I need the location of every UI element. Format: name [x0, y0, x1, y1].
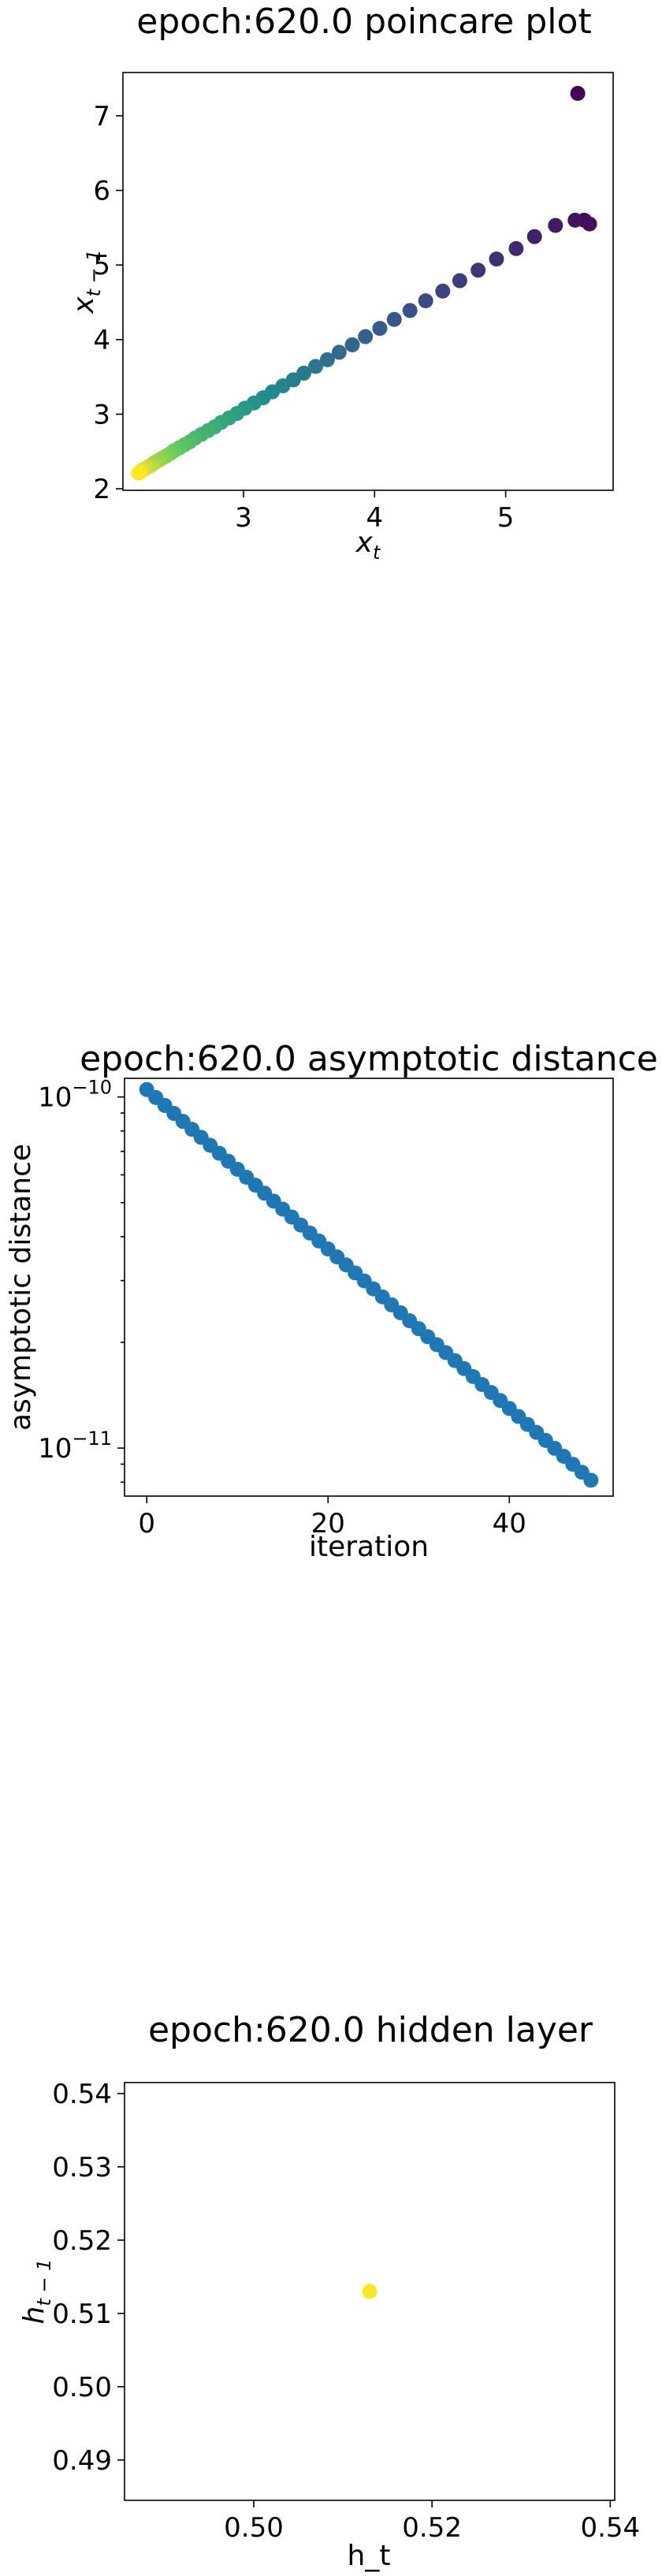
- data-point: [131, 465, 147, 481]
- y-tick-label: 0.54: [52, 2079, 112, 2110]
- y-axis-label: xt − 1: [68, 249, 105, 314]
- data-point: [372, 321, 388, 337]
- x-tick-label: 0.54: [580, 2512, 640, 2544]
- data-point: [362, 2284, 377, 2299]
- chart-title: epoch:620.0 poincare plot: [136, 2, 591, 42]
- y-tick-label: 0.49: [52, 2445, 112, 2477]
- data-point: [470, 262, 486, 278]
- poincare-plot-chart: epoch:620.0 poincare plot 3 4 5 2 3 4 5 6 7 xt x…: [68, 2, 614, 564]
- data-point: [402, 303, 418, 318]
- data-point: [582, 216, 597, 232]
- chart-title: epoch:620.0 hidden layer: [148, 2010, 593, 2050]
- y-tick-label: 6: [93, 176, 110, 207]
- data-point: [526, 229, 542, 244]
- x-tick-label: 0: [138, 1508, 155, 1539]
- data-point: [508, 240, 524, 256]
- data-point: [567, 212, 583, 228]
- x-axis-label: h_t: [348, 2540, 391, 2572]
- hidden-layer-chart: epoch:620.0 hidden layer 0.50 0.52 0.54 0.4…: [18, 2010, 640, 2572]
- x-tick-label: 4: [366, 502, 383, 534]
- y-tick-label: 5: [93, 250, 110, 281]
- y-tick-label: 0.51: [52, 2299, 112, 2330]
- y-tick-label: 10−11: [38, 1428, 112, 1465]
- data-point: [548, 218, 563, 233]
- data-point: [307, 359, 323, 374]
- y-tick-label: 10−10: [38, 1077, 112, 1114]
- y-tick-label: 0.50: [52, 2372, 112, 2403]
- chart-title: epoch:620.0 asymptotic distance: [80, 1039, 658, 1079]
- data-point: [344, 337, 360, 352]
- asymptotic-distance-chart: epoch:620.0 asymptotic distance 0 20 40 10−…: [5, 1039, 658, 1563]
- plot-area-frame: [122, 72, 614, 491]
- plot-area-frame: [124, 1078, 614, 1497]
- y-tick-label: 0.52: [52, 2225, 112, 2257]
- data-point: [435, 283, 451, 299]
- x-axis-label: iteration: [309, 1531, 429, 1563]
- y-tick-label: 7: [93, 101, 110, 132]
- data-point: [570, 86, 586, 101]
- y-tick-label: 2: [93, 474, 110, 505]
- data-point: [452, 273, 467, 288]
- x-tick-label: 40: [493, 1508, 526, 1539]
- data-point: [386, 311, 402, 327]
- y-tick-label: 3: [93, 399, 110, 430]
- data-point: [583, 1472, 599, 1488]
- y-axis-label: ht − 1: [18, 2259, 55, 2325]
- y-axis-label: asymptotic distance: [5, 1144, 37, 1431]
- x-axis-label: xt: [355, 527, 381, 564]
- x-tick-label: 5: [497, 502, 515, 534]
- data-point: [489, 251, 504, 267]
- x-tick-label: 0.50: [224, 2512, 284, 2544]
- data-point: [418, 293, 433, 309]
- y-tick-label: 0.53: [52, 2152, 112, 2183]
- x-tick-label: 0.52: [402, 2512, 462, 2544]
- plot-area-frame: [124, 2082, 616, 2501]
- x-tick-label: 3: [235, 502, 252, 534]
- y-tick-label: 4: [93, 325, 110, 356]
- x-tick-label: 20: [311, 1508, 345, 1539]
- data-point: [358, 329, 374, 344]
- data-point: [331, 344, 347, 360]
- data-point: [319, 352, 335, 367]
